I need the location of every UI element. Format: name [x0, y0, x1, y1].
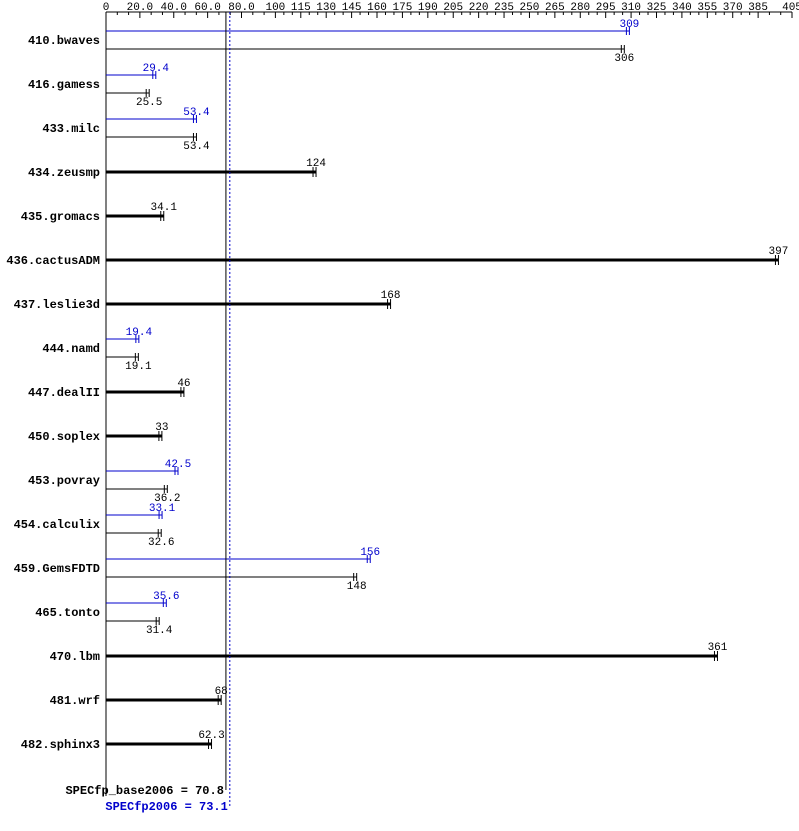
base-value: 33	[155, 422, 168, 434]
benchmark-label: 482.sphinx3	[21, 738, 100, 752]
benchmark-label: 454.calculix	[14, 518, 100, 532]
base-value: 32.6	[148, 537, 174, 549]
svg-text:250: 250	[520, 2, 540, 14]
benchmark-label: 465.tonto	[35, 606, 100, 620]
benchmark-label: 435.gromacs	[21, 210, 100, 224]
svg-text:370: 370	[723, 2, 743, 14]
base-value: 19.1	[125, 361, 152, 373]
base-value: 124	[306, 158, 326, 170]
svg-text:295: 295	[596, 2, 616, 14]
benchmark-label: 447.dealII	[28, 386, 100, 400]
summary-peak: SPECfp2006 = 73.1	[105, 800, 227, 814]
base-value: 62.3	[198, 730, 224, 742]
svg-text:310: 310	[621, 2, 641, 14]
svg-text:235: 235	[494, 2, 514, 14]
benchmark-label: 481.wrf	[50, 694, 100, 708]
svg-text:340: 340	[672, 2, 692, 14]
svg-text:130: 130	[316, 2, 336, 14]
spec-chart: 020.040.060.080.010011513014516017519020…	[0, 0, 799, 831]
svg-text:405: 405	[782, 2, 799, 14]
benchmark-label: 433.milc	[42, 122, 100, 136]
svg-text:280: 280	[570, 2, 590, 14]
svg-text:220: 220	[469, 2, 489, 14]
peak-value: 35.6	[153, 591, 179, 603]
svg-text:80.0: 80.0	[228, 2, 254, 14]
peak-value: 29.4	[143, 63, 170, 75]
peak-value: 53.4	[183, 107, 210, 119]
peak-value: 156	[360, 547, 380, 559]
base-value: 361	[708, 642, 728, 654]
benchmark-label: 410.bwaves	[28, 34, 100, 48]
svg-text:160: 160	[367, 2, 387, 14]
benchmark-label: 453.povray	[28, 474, 100, 488]
base-value: 168	[381, 290, 401, 302]
svg-text:175: 175	[393, 2, 413, 14]
svg-text:60.0: 60.0	[194, 2, 220, 14]
peak-value: 19.4	[126, 327, 153, 339]
svg-text:325: 325	[647, 2, 667, 14]
svg-text:100: 100	[265, 2, 285, 14]
svg-text:355: 355	[697, 2, 717, 14]
summary-base: SPECfp_base2006 = 70.8	[65, 784, 223, 798]
benchmark-label: 416.gamess	[28, 78, 100, 92]
svg-text:20.0: 20.0	[127, 2, 153, 14]
svg-text:115: 115	[291, 2, 311, 14]
svg-text:265: 265	[545, 2, 565, 14]
base-value: 31.4	[146, 625, 173, 637]
benchmark-label: 434.zeusmp	[28, 166, 100, 180]
base-value: 34.1	[151, 202, 178, 214]
base-value: 46	[177, 378, 190, 390]
benchmark-label: 437.leslie3d	[14, 298, 100, 312]
benchmark-label: 470.lbm	[50, 650, 100, 664]
svg-text:385: 385	[748, 2, 768, 14]
benchmark-label: 436.cactusADM	[6, 254, 100, 268]
peak-value: 33.1	[149, 503, 176, 515]
base-value: 306	[614, 53, 634, 65]
base-value: 53.4	[183, 141, 210, 153]
svg-text:205: 205	[443, 2, 463, 14]
peak-value: 42.5	[165, 459, 191, 471]
benchmark-label: 444.namd	[42, 342, 100, 356]
peak-value: 309	[619, 19, 639, 31]
base-value: 148	[347, 581, 367, 593]
svg-text:40.0: 40.0	[161, 2, 187, 14]
base-value: 25.5	[136, 97, 162, 109]
benchmark-label: 450.soplex	[28, 430, 100, 444]
base-value: 397	[769, 246, 789, 258]
svg-text:190: 190	[418, 2, 438, 14]
svg-text:145: 145	[342, 2, 362, 14]
benchmark-label: 459.GemsFDTD	[14, 562, 100, 576]
